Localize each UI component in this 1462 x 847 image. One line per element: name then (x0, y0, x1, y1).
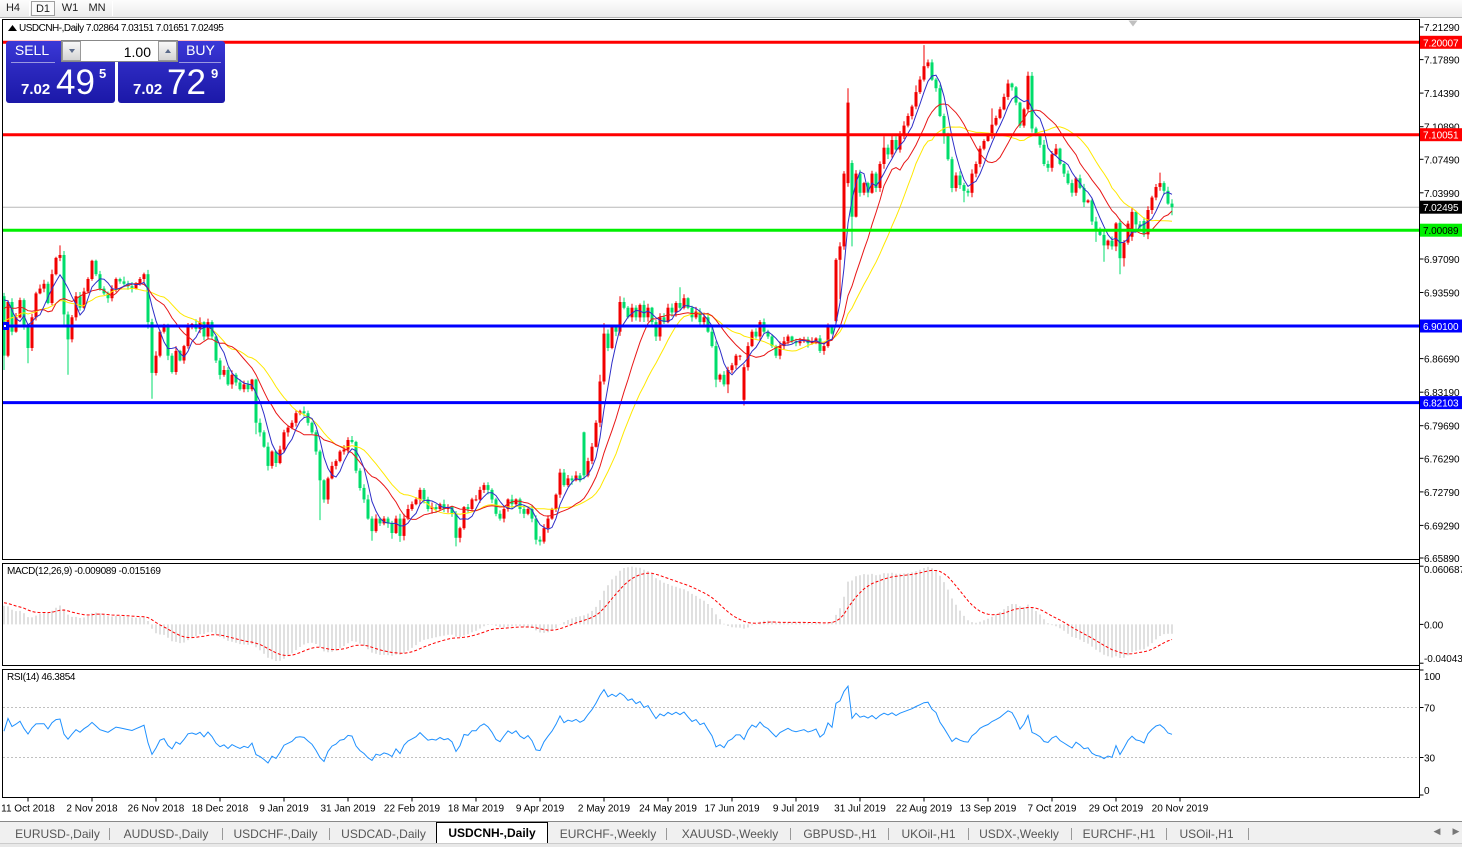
svg-text:18 Mar 2019: 18 Mar 2019 (448, 804, 505, 815)
svg-text:26 Nov 2018: 26 Nov 2018 (128, 804, 185, 815)
svg-text:7.07490: 7.07490 (1424, 155, 1460, 166)
svg-text:7.21290: 7.21290 (1424, 23, 1460, 34)
svg-text:9 Apr 2019: 9 Apr 2019 (516, 804, 565, 815)
svg-text:70: 70 (1424, 704, 1435, 715)
svg-text:7.02495: 7.02495 (1423, 203, 1459, 214)
svg-text:RSI(14) 46.3854: RSI(14) 46.3854 (7, 672, 76, 683)
svg-text:7.00089: 7.00089 (1423, 226, 1459, 237)
svg-text:0.00: 0.00 (1424, 620, 1444, 631)
svg-text:6.76290: 6.76290 (1424, 454, 1460, 465)
svg-text:7.03990: 7.03990 (1424, 189, 1460, 200)
svg-text:USDCNH-,Daily 7.02864 7.03151: USDCNH-,Daily 7.02864 7.03151 7.01651 7.… (19, 23, 224, 34)
svg-text:6.69290: 6.69290 (1424, 521, 1460, 532)
svg-text:6.83190: 6.83190 (1424, 388, 1460, 399)
svg-text:MACD(12,26,9) -0.009089 -0.015: MACD(12,26,9) -0.009089 -0.015169 (7, 566, 161, 577)
svg-text:7.10051: 7.10051 (1423, 131, 1459, 142)
svg-text:7.17890: 7.17890 (1424, 56, 1460, 67)
svg-text:6.97090: 6.97090 (1424, 255, 1460, 266)
svg-text:22 Feb 2019: 22 Feb 2019 (384, 804, 441, 815)
svg-text:9 Jul 2019: 9 Jul 2019 (773, 804, 820, 815)
svg-text:13 Sep 2019: 13 Sep 2019 (960, 804, 1017, 815)
svg-text:-0.040432: -0.040432 (1424, 654, 1462, 665)
svg-text:0.060687: 0.060687 (1424, 565, 1462, 576)
svg-text:18 Dec 2018: 18 Dec 2018 (192, 804, 249, 815)
svg-text:7 Oct 2019: 7 Oct 2019 (1028, 804, 1077, 815)
svg-text:17 Jun 2019: 17 Jun 2019 (704, 804, 759, 815)
svg-text:11 Oct 2018: 11 Oct 2018 (1, 804, 55, 815)
svg-text:7.14390: 7.14390 (1424, 89, 1460, 100)
svg-text:20 Nov 2019: 20 Nov 2019 (1152, 804, 1209, 815)
svg-text:6.65890: 6.65890 (1424, 554, 1460, 565)
svg-text:9 Jan 2019: 9 Jan 2019 (259, 804, 309, 815)
svg-text:29 Oct 2019: 29 Oct 2019 (1089, 804, 1144, 815)
svg-text:6.72790: 6.72790 (1424, 488, 1460, 499)
svg-text:6.90100: 6.90100 (1423, 322, 1459, 333)
svg-text:31 Jan 2019: 31 Jan 2019 (320, 804, 375, 815)
svg-text:100: 100 (1424, 672, 1441, 683)
svg-text:6.86690: 6.86690 (1424, 355, 1460, 366)
svg-text:6.82103: 6.82103 (1423, 399, 1459, 410)
svg-text:2 Nov 2018: 2 Nov 2018 (66, 804, 118, 815)
svg-text:30: 30 (1424, 754, 1435, 765)
svg-text:6.93590: 6.93590 (1424, 289, 1460, 300)
svg-text:22 Aug 2019: 22 Aug 2019 (896, 804, 953, 815)
svg-text:24 May 2019: 24 May 2019 (639, 804, 697, 815)
svg-text:31 Jul 2019: 31 Jul 2019 (834, 804, 886, 815)
svg-text:7.20007: 7.20007 (1423, 38, 1459, 49)
svg-text:2 May 2019: 2 May 2019 (578, 804, 631, 815)
svg-text:6.79690: 6.79690 (1424, 422, 1460, 433)
svg-text:0: 0 (1424, 786, 1430, 797)
